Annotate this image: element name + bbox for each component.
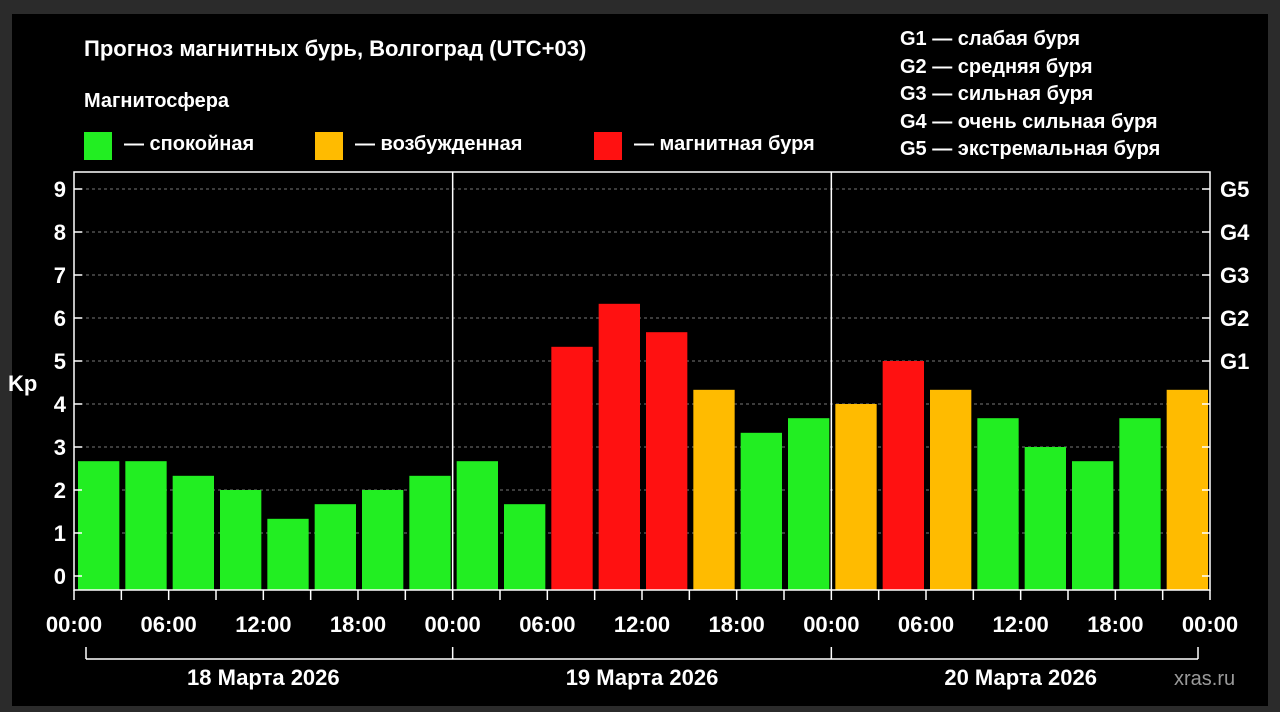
x-tick-label: 06:00 bbox=[898, 612, 954, 637]
kp-bar bbox=[930, 389, 972, 590]
y-tick-label: 4 bbox=[54, 392, 67, 417]
kp-bar bbox=[977, 418, 1019, 590]
day-label: 19 Марта 2026 bbox=[566, 665, 719, 690]
storm-level-tick-label: G5 bbox=[1220, 177, 1249, 202]
chart-canvas: Прогноз магнитных бурь, Волгоград (UTC+0… bbox=[8, 14, 1268, 706]
kp-bar bbox=[314, 504, 356, 590]
y-axis-label: Kp bbox=[8, 371, 38, 396]
kp-bar bbox=[172, 475, 214, 590]
storm-level-legend: G1 — слабая буря G2 — средняя буря G3 — … bbox=[900, 28, 1160, 166]
storm-level-tick-label: G2 bbox=[1220, 306, 1249, 331]
kp-bar bbox=[835, 404, 877, 590]
x-tick-label: 00:00 bbox=[803, 612, 859, 637]
x-tick-label: 06:00 bbox=[519, 612, 575, 637]
kp-bar bbox=[220, 490, 262, 590]
kp-bar bbox=[362, 490, 404, 590]
legend-label-storm: — магнитная буря bbox=[634, 133, 815, 155]
legend-heading: Магнитосфера bbox=[84, 90, 230, 112]
x-tick-label: 00:00 bbox=[1182, 612, 1238, 637]
x-tick-label: 00:00 bbox=[46, 612, 102, 637]
kp-bar bbox=[125, 461, 167, 590]
y-tick-label: 2 bbox=[54, 478, 66, 503]
kp-bar bbox=[78, 461, 120, 590]
y-tick-label: 6 bbox=[54, 306, 66, 331]
kp-bar bbox=[646, 332, 688, 590]
kp-bar bbox=[267, 518, 309, 590]
legend-swatch-quiet bbox=[84, 132, 112, 160]
kp-bar bbox=[1072, 461, 1114, 590]
storm-level-g4: G4 — очень сильная буря bbox=[900, 110, 1158, 133]
y-tick-label: 3 bbox=[54, 435, 66, 460]
watermark: xras.ru bbox=[1174, 668, 1236, 690]
x-tick-label: 18:00 bbox=[709, 612, 765, 637]
legend-label-quiet: — спокойная bbox=[124, 133, 255, 155]
kp-bar bbox=[740, 432, 782, 590]
x-tick-label: 00:00 bbox=[425, 612, 481, 637]
kp-bar bbox=[1166, 389, 1208, 590]
x-tick-label: 06:00 bbox=[141, 612, 197, 637]
kp-bar bbox=[504, 504, 546, 590]
day-label: 20 Марта 2026 bbox=[944, 665, 1097, 690]
kp-bar bbox=[1024, 447, 1066, 590]
y-tick-label: 5 bbox=[54, 349, 66, 374]
kp-bar bbox=[551, 346, 593, 590]
kp-bar bbox=[693, 389, 735, 590]
y-tick-label: 9 bbox=[54, 177, 66, 202]
kp-bar bbox=[456, 461, 498, 590]
storm-level-tick-label: G4 bbox=[1220, 220, 1250, 245]
storm-level-g5: G5 — экстремальная буря bbox=[900, 138, 1161, 160]
legend-swatch-storm bbox=[594, 132, 622, 160]
storm-level-g1: G1 — слабая буря bbox=[900, 28, 1081, 50]
x-tick-label: 12:00 bbox=[614, 612, 670, 637]
x-tick-label: 12:00 bbox=[993, 612, 1049, 637]
day-label: 18 Марта 2026 bbox=[187, 665, 340, 690]
kp-bar bbox=[409, 475, 451, 590]
kp-bar bbox=[882, 361, 924, 590]
x-tick-label: 18:00 bbox=[1087, 612, 1143, 637]
legend-swatch-active bbox=[315, 132, 343, 160]
y-tick-label: 0 bbox=[54, 564, 66, 589]
storm-level-g3: G3 — сильная буря bbox=[900, 83, 1094, 105]
x-tick-label: 18:00 bbox=[330, 612, 386, 637]
x-tick-label: 12:00 bbox=[235, 612, 291, 637]
storm-level-tick-label: G3 bbox=[1220, 263, 1249, 288]
legend-label-active: — возбужденная bbox=[355, 133, 523, 155]
kp-bar-chart: 0 1 2 3 4 5 6 7 8 9 G1 G2 G3 G4 G5 00:00 06:00 12:00 18:00… bbox=[46, 171, 1250, 690]
storm-level-tick-label: G1 bbox=[1220, 349, 1249, 374]
storm-level-g2: G2 — средняя буря bbox=[900, 55, 1093, 78]
y-tick-label: 8 bbox=[54, 220, 66, 245]
kp-bar bbox=[1119, 418, 1161, 590]
kp-bar bbox=[788, 418, 830, 590]
chart-title: Прогноз магнитных бурь, Волгоград (UTC+0… bbox=[84, 36, 587, 61]
kp-bar bbox=[598, 303, 640, 590]
y-tick-label: 1 bbox=[54, 521, 66, 546]
y-tick-label: 7 bbox=[54, 263, 66, 288]
